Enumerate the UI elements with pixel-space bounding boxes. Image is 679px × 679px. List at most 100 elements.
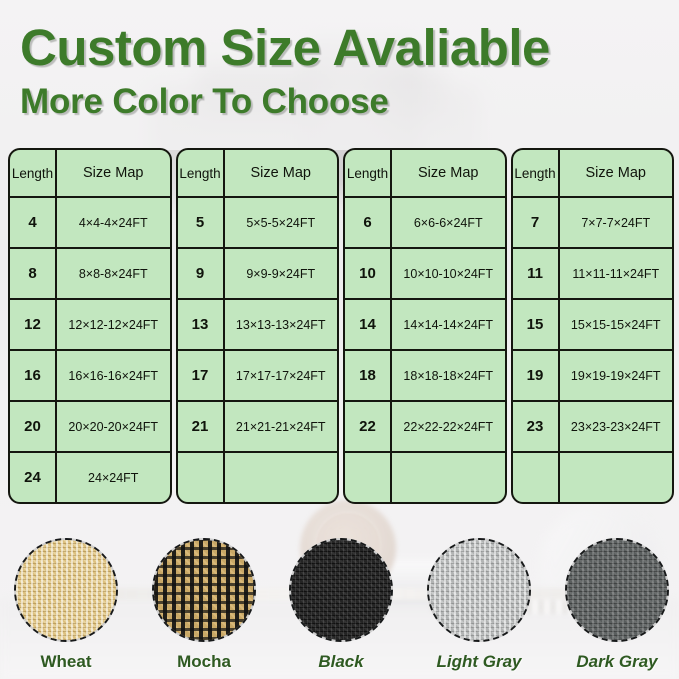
cell-length: 6 [345,198,392,247]
cell-size-map: 14×14-14×24FT [403,317,494,332]
table-header-row: Length Size Map [177,150,337,198]
cell-size-map: 7×7-7×24FT [581,215,651,230]
table-row [178,453,338,502]
cell-size-map: 13×13-13×24FT [235,317,326,332]
swatch-label: Mocha [177,652,231,671]
cell-length: 22 [345,402,392,451]
cell-size-map: 24×24FT [88,470,139,485]
cell-length: 8 [10,249,57,298]
swatch-label: Dark Gray [576,652,658,671]
column-header-length: Length [178,150,225,196]
cell-length: 17 [178,351,225,400]
table-row: 22 22×22-22×24FT [345,402,505,453]
cell-size-map: 20×20-20×24FT [68,419,159,434]
table-row: 20 20×20-20×24FT [10,402,170,453]
column-header-size-map: Size Map [585,165,646,181]
size-table-2: Length Size Map 5 5×5-5×24FT 9 9×9-9×24FT 13 13… [175,148,339,504]
table-row: 7 7×7-7×24FT [512,198,672,249]
cell-size-map: 19×19-19×24FT [570,368,661,383]
cell-length: 9 [178,249,225,298]
cell-length: 15 [513,300,560,349]
table-row: 24 24×24FT [10,453,170,502]
cell-length: 18 [345,351,392,400]
cell-size-map: 16×16-16×24FT [68,368,159,383]
swatch-label: Black [318,652,364,671]
table-row: 4 4×4-4×24FT [10,198,170,249]
cell-size-map: 4×4-4×24FT [78,215,148,230]
table-row: 15 15×15-15×24FT [512,300,672,351]
cell-length [513,453,560,502]
cell-length: 21 [178,402,225,451]
cell-length: 12 [10,300,57,349]
table-row: 16 16×16-16×24FT [10,351,170,402]
background-top-fade [0,0,679,150]
size-table-4: Length Size Map 7 7×7-7×24FT 11 11×11-11×24FT… [510,148,674,504]
table-row [513,453,673,502]
swatch-circle[interactable] [427,538,531,642]
cell-size-map: 8×8-8×24FT [78,266,148,281]
size-tables: Length Size Map 4 4×4-4×24FT 8 8×8-8×24FT 12 12… [8,148,674,504]
swatch-circle[interactable] [565,538,669,642]
swatch-label: Wheat [40,652,92,671]
color-swatches: Wheat Mocha Black Light Gray Dark Gray [0,520,679,679]
size-table-3: Length Size Map 6 6×6-6×24FT 10 10×10-10×24FT… [343,148,507,504]
cell-length [178,453,225,502]
table-row: 11 11×11-11×24FT [512,249,672,300]
cell-size-map [225,453,338,502]
cell-length: 11 [513,249,560,298]
cell-length: 14 [345,300,392,349]
color-swatch-light-gray[interactable]: Light Gray [427,538,531,672]
cell-length: 5 [178,198,225,247]
column-header-length: Length [513,150,560,196]
color-swatch-mocha[interactable]: Mocha [152,538,256,672]
table-row: 8 8×8-8×24FT [10,249,170,300]
color-swatch-black[interactable]: Black [289,538,393,672]
headline-secondary: More Color To Choose [20,82,389,121]
cell-length: 19 [513,351,560,400]
headline-primary: Custom Size Avaliable [20,19,550,76]
cell-size-map: 12×12-12×24FT [68,317,159,332]
fabric-texture [291,540,391,640]
cell-length: 16 [10,351,57,400]
column-header-size-map: Size Map [418,165,479,181]
cell-length: 13 [178,300,225,349]
swatch-circle[interactable] [14,538,118,642]
table-row: 13 13×13-13×24FT [177,300,337,351]
swatch-label: Light Gray [436,652,522,671]
color-swatch-dark-gray[interactable]: Dark Gray [565,538,669,672]
column-header-size-map: Size Map [83,165,144,181]
table-row: 19 19×19-19×24FT [512,351,672,402]
fabric-texture [154,540,254,640]
swatch-circle[interactable] [152,538,256,642]
cell-length: 7 [513,198,560,247]
column-header-length: Length [345,150,392,196]
color-swatch-wheat[interactable]: Wheat [14,538,118,672]
cell-size-map: 10×10-10×24FT [403,266,494,281]
cell-length: 24 [10,453,57,502]
cell-size-map: 17×17-17×24FT [235,368,326,383]
cell-size-map: 15×15-15×24FT [570,317,661,332]
cell-size-map: 22×22-22×24FT [403,419,494,434]
table-row: 18 18×18-18×24FT [345,351,505,402]
cell-size-map: 5×5-5×24FT [246,215,316,230]
fabric-texture [16,540,116,640]
cell-length [345,453,392,502]
fabric-texture [567,540,667,640]
table-row [345,453,505,502]
cell-length: 4 [10,198,57,247]
cell-size-map [560,453,673,502]
cell-size-map: 21×21-21×24FT [235,419,326,434]
table-row: 12 12×12-12×24FT [10,300,170,351]
cell-size-map [392,453,505,502]
table-row: 23 23×23-23×24FT [512,402,672,453]
size-table-1: Length Size Map 4 4×4-4×24FT 8 8×8-8×24FT 12 12… [8,148,172,504]
table-row: 6 6×6-6×24FT [345,198,505,249]
headline-block: Custom Size Avaliable More Color To Choo… [0,0,679,122]
cell-length: 23 [513,402,560,451]
table-row: 9 9×9-9×24FT [177,249,337,300]
table-header-row: Length Size Map [10,150,170,198]
swatch-circle[interactable] [289,538,393,642]
cell-size-map: 6×6-6×24FT [413,215,483,230]
column-header-size-map: Size Map [250,165,311,181]
